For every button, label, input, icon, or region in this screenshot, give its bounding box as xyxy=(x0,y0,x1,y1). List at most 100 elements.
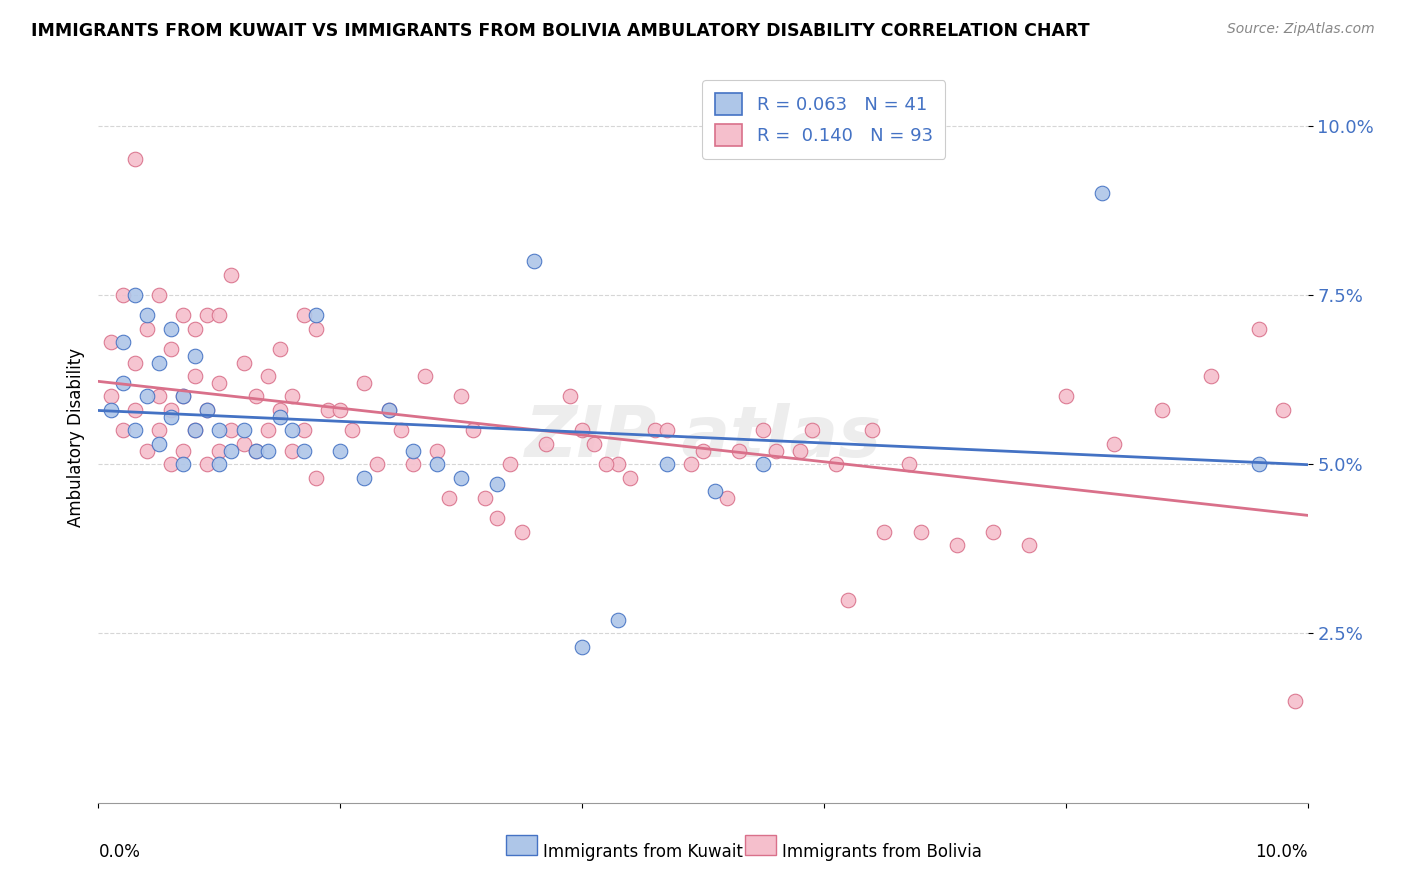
Text: Immigrants from Bolivia: Immigrants from Bolivia xyxy=(782,843,981,861)
Point xyxy=(450,389,472,403)
Point xyxy=(111,423,134,437)
Point xyxy=(463,423,485,437)
Point xyxy=(148,423,170,437)
Point xyxy=(897,457,920,471)
Point xyxy=(329,443,352,458)
Point xyxy=(245,443,267,458)
Point xyxy=(1102,437,1125,451)
Point xyxy=(305,322,328,336)
Point xyxy=(221,268,243,282)
Point xyxy=(172,457,194,471)
Text: ZIP atlas: ZIP atlas xyxy=(524,402,882,472)
Point xyxy=(195,308,218,322)
Point xyxy=(160,457,183,471)
Point xyxy=(1284,694,1306,708)
Point xyxy=(111,288,134,302)
Point xyxy=(437,491,460,505)
Point xyxy=(148,389,170,403)
Point xyxy=(256,369,278,384)
Point xyxy=(486,477,509,491)
Point xyxy=(111,335,134,350)
Point xyxy=(160,403,183,417)
Point xyxy=(124,288,146,302)
Point xyxy=(256,443,278,458)
Point xyxy=(124,423,146,437)
Point xyxy=(692,443,714,458)
Point xyxy=(510,524,533,539)
Point xyxy=(486,511,509,525)
Y-axis label: Ambulatory Disability: Ambulatory Disability xyxy=(66,348,84,526)
Point xyxy=(353,471,375,485)
Point xyxy=(329,403,352,417)
Point xyxy=(160,322,183,336)
Text: IMMIGRANTS FROM KUWAIT VS IMMIGRANTS FROM BOLIVIA AMBULATORY DISABILITY CORRELAT: IMMIGRANTS FROM KUWAIT VS IMMIGRANTS FRO… xyxy=(31,22,1090,40)
Point xyxy=(100,335,122,350)
Point xyxy=(316,403,339,417)
Point xyxy=(221,423,243,437)
Point xyxy=(1152,403,1174,417)
Point xyxy=(292,308,315,322)
Point xyxy=(679,457,702,471)
Point xyxy=(172,389,194,403)
Point xyxy=(1272,403,1295,417)
Point xyxy=(148,288,170,302)
Point xyxy=(704,484,727,499)
Point xyxy=(402,457,425,471)
Point xyxy=(148,355,170,369)
Point xyxy=(571,423,593,437)
Point xyxy=(124,355,146,369)
Point xyxy=(655,423,678,437)
Point xyxy=(498,457,520,471)
Point xyxy=(619,471,641,485)
Text: 0.0%: 0.0% xyxy=(98,843,141,861)
Point xyxy=(1091,186,1114,201)
Point xyxy=(256,423,278,437)
Point xyxy=(728,443,751,458)
Point xyxy=(860,423,883,437)
Point xyxy=(124,153,146,167)
Point xyxy=(148,437,170,451)
Point xyxy=(752,423,775,437)
Point xyxy=(1018,538,1040,552)
Point xyxy=(124,403,146,417)
Point xyxy=(208,423,231,437)
Point xyxy=(644,423,666,437)
Point xyxy=(752,457,775,471)
Point xyxy=(595,457,617,471)
Point xyxy=(534,437,557,451)
Point xyxy=(655,457,678,471)
Point xyxy=(1249,457,1271,471)
Point xyxy=(208,376,231,390)
Text: 10.0%: 10.0% xyxy=(1256,843,1308,861)
Point xyxy=(607,457,630,471)
Point xyxy=(450,471,472,485)
Point xyxy=(353,376,375,390)
Point xyxy=(366,457,388,471)
Point xyxy=(873,524,896,539)
Point xyxy=(232,355,254,369)
Point xyxy=(571,640,593,654)
Point xyxy=(208,308,231,322)
Point xyxy=(292,423,315,437)
Point xyxy=(221,443,243,458)
Point xyxy=(910,524,932,539)
Point xyxy=(426,457,449,471)
Point xyxy=(474,491,496,505)
Point xyxy=(269,403,291,417)
Point xyxy=(716,491,738,505)
Point xyxy=(208,457,231,471)
Point xyxy=(195,403,218,417)
Point xyxy=(281,389,304,403)
Point xyxy=(245,389,267,403)
Point xyxy=(135,389,157,403)
Point xyxy=(232,423,254,437)
Point xyxy=(160,409,183,424)
Point xyxy=(558,389,581,403)
Point xyxy=(765,443,787,458)
Point xyxy=(269,342,291,356)
Point xyxy=(100,389,122,403)
Point xyxy=(281,423,304,437)
Point xyxy=(1249,322,1271,336)
Point xyxy=(342,423,364,437)
Point xyxy=(800,423,823,437)
